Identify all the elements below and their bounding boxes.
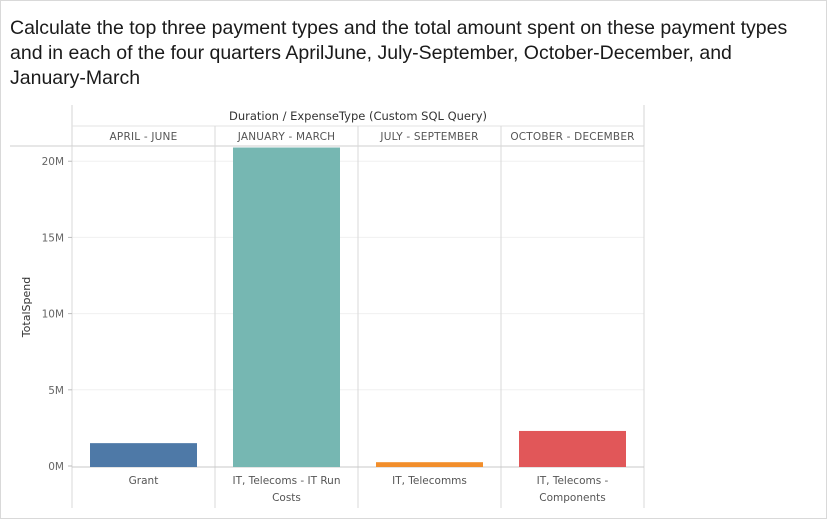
y-tick-label: 15M <box>42 232 64 244</box>
y-tick-label: 20M <box>42 156 64 168</box>
bar[interactable] <box>519 430 626 467</box>
column-header: JANUARY - MARCH <box>237 131 336 143</box>
column-header: OCTOBER - DECEMBER <box>510 131 634 143</box>
bar[interactable] <box>90 443 197 467</box>
question-text: Calculate the top three payment types an… <box>10 17 788 89</box>
y-axis-label: TotalSpend <box>20 277 33 338</box>
category-label: IT, Telecoms - IT Run <box>233 475 341 487</box>
column-header: JULY - SEPTEMBER <box>379 131 478 143</box>
category-label: IT, Telecomms <box>392 475 467 487</box>
bar[interactable] <box>233 147 340 467</box>
y-tick-label: 10M <box>42 309 64 321</box>
pane-header: Duration / ExpenseType (Custom SQL Query… <box>229 109 487 123</box>
column-header: APRIL - JUNE <box>110 131 178 143</box>
bar[interactable] <box>376 462 483 467</box>
y-tick-label: 0M <box>48 461 64 473</box>
category-label: Costs <box>272 492 301 504</box>
category-label: IT, Telecoms - <box>537 475 609 487</box>
y-tick-label: 5M <box>48 385 64 397</box>
category-label: Components <box>539 492 605 504</box>
category-label: Grant <box>129 475 159 487</box>
